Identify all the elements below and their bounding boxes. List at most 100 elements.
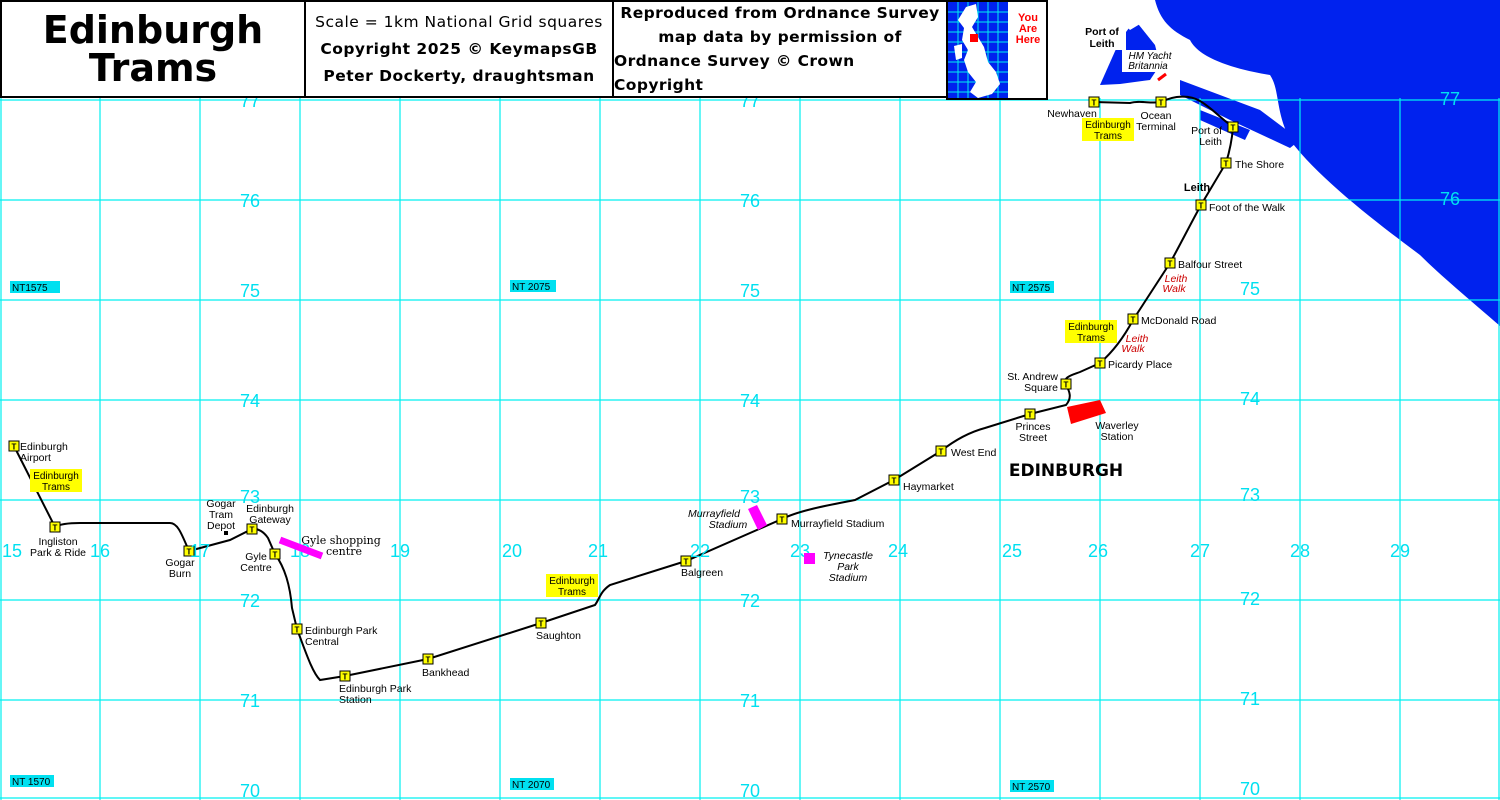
easting-label: 16 xyxy=(90,541,110,561)
tram-stop-symbol: T xyxy=(539,620,544,629)
tram-stop-symbol: T xyxy=(1168,260,1173,269)
easting-label: 27 xyxy=(1190,541,1210,561)
stop-label: Foot of the Walk xyxy=(1209,202,1286,214)
depot-label: Depot xyxy=(207,520,235,532)
stop-label: Haymarket xyxy=(903,481,954,493)
brand-label: Trams xyxy=(42,482,70,493)
tram-stop-st-andrew-square[interactable]: T xyxy=(1060,378,1072,390)
tram-stop-symbol: T xyxy=(295,626,300,635)
stop-label: Murrayfield Stadium xyxy=(791,518,885,530)
locator-inset: You Are Here xyxy=(946,0,1048,100)
stop-label: Station xyxy=(339,694,372,706)
tram-stop-balgreen[interactable]: T xyxy=(680,555,692,567)
grid-ref-label: NT 2070 xyxy=(512,780,551,791)
northing-label: 76 xyxy=(740,191,760,211)
labels-layer: 1516171819202122232425262728297776757473… xyxy=(2,24,1460,800)
grid-ref-label: NT1575 xyxy=(12,283,48,294)
leith-walk-label: Leith xyxy=(1126,333,1149,345)
grid-ref-label: NT 2575 xyxy=(1012,283,1051,294)
tram-stop-mcdonald-road[interactable]: T xyxy=(1127,313,1139,325)
northing-label: 74 xyxy=(740,391,760,411)
tram-stop-saughton[interactable]: T xyxy=(535,617,547,629)
os-credit-panel: Reproduced from Ordnance Survey map data… xyxy=(612,0,948,98)
northing-label: 75 xyxy=(740,281,760,301)
northing-label: 71 xyxy=(1240,689,1260,709)
stop-label: Princes xyxy=(1015,421,1050,433)
grid-ref-label: NT 1570 xyxy=(12,777,51,788)
stop-label: Burn xyxy=(169,568,191,580)
gyle-shopping-label: Gyle shopping xyxy=(301,534,381,547)
tram-stop-symbol: T xyxy=(1199,202,1204,211)
northing-label: 74 xyxy=(1240,389,1260,409)
leith-walk-label: Walk xyxy=(1162,283,1186,295)
tram-stop-princes-street[interactable]: T xyxy=(1024,408,1036,420)
stop-label: Square xyxy=(1024,382,1058,394)
os-line-2: map data by permission of xyxy=(658,28,902,46)
tram-stop-gyle-centre[interactable]: T xyxy=(269,548,281,560)
tram-stop-haymarket[interactable]: T xyxy=(888,474,900,486)
britannia-label-bg xyxy=(1122,50,1178,72)
stop-label: West End xyxy=(951,447,996,459)
stop-label: The Shore xyxy=(1235,159,1284,171)
brand-label: Trams xyxy=(558,587,586,598)
easting-label: 29 xyxy=(1390,541,1410,561)
tram-stop-the-shore[interactable]: T xyxy=(1220,157,1232,169)
brand-label: Trams xyxy=(1094,131,1122,142)
port-of-leith-label: Leith xyxy=(1089,38,1114,50)
tram-stop-edinburgh-park-station[interactable]: T xyxy=(339,670,351,682)
grid-ref-label: NT 2075 xyxy=(512,282,551,293)
northing-label: 71 xyxy=(240,691,260,711)
stop-label: Gogar xyxy=(165,557,195,569)
waverley-shape xyxy=(1067,400,1106,424)
title-line-2: Trams xyxy=(88,46,218,90)
grid-ref-label: NT 2570 xyxy=(1012,782,1051,793)
tram-stop-edinburgh-gateway[interactable]: T xyxy=(246,523,258,535)
stop-label: Balgreen xyxy=(681,567,723,579)
tram-stop-edinburgh-airport[interactable]: T xyxy=(8,440,20,452)
tram-stop-gogar-burn[interactable]: T xyxy=(183,545,195,557)
tram-stop-symbol: T xyxy=(250,526,255,535)
stop-label: Edinburgh Park xyxy=(305,625,378,637)
tram-stop-picardy-place[interactable]: T xyxy=(1094,357,1106,369)
tram-stop-symbol: T xyxy=(426,656,431,665)
tram-stop-ocean-terminal[interactable]: T xyxy=(1155,96,1167,108)
northing-label: 73 xyxy=(240,487,260,507)
copyright-text: Copyright 2025 © KeymapsGB xyxy=(320,39,598,58)
northing-label: 75 xyxy=(1240,279,1260,299)
tram-stop-bankhead[interactable]: T xyxy=(422,653,434,665)
port-label-bg xyxy=(1080,24,1126,50)
stop-label: Edinburgh xyxy=(246,503,294,515)
brand-label: Trams xyxy=(1077,333,1105,344)
draughtsman-text: Peter Dockerty, draughtsman xyxy=(323,67,595,86)
stop-label: St. Andrew xyxy=(1007,371,1058,383)
stop-label: Edinburgh Park xyxy=(339,683,412,695)
stop-label: Ocean xyxy=(1141,110,1172,122)
stop-label: Street xyxy=(1019,432,1047,444)
northing-label: 76 xyxy=(1440,189,1460,209)
tram-stop-ingliston[interactable]: T xyxy=(49,521,61,533)
northing-label: 73 xyxy=(740,487,760,507)
tram-stop-port-of-leith[interactable]: T xyxy=(1227,121,1239,133)
tram-stop-west-end[interactable]: T xyxy=(935,445,947,457)
northing-label: 72 xyxy=(1240,589,1260,609)
tram-stop-symbol: T xyxy=(1224,160,1229,169)
brand-label: Edinburgh xyxy=(1085,120,1131,131)
tram-stop-balfour-street[interactable]: T xyxy=(1164,257,1176,269)
tynecastle-label: Stadium xyxy=(829,572,868,584)
tram-stop-symbol: T xyxy=(1098,360,1103,369)
tram-stop-murrayfield-stadium[interactable]: T xyxy=(776,513,788,525)
tram-stop-edinburgh-park-central[interactable]: T xyxy=(291,623,303,635)
tram-stop-symbol: T xyxy=(684,558,689,567)
northing-label: 71 xyxy=(740,691,760,711)
scale-text: Scale = 1km National Grid squares xyxy=(315,12,603,31)
depot-label: Gogar xyxy=(206,498,236,510)
leith-walk-label: Leith xyxy=(1165,273,1188,285)
stop-label: Airport xyxy=(20,452,51,464)
northing-label: 70 xyxy=(1240,779,1260,799)
grid-ref-box xyxy=(1010,281,1054,293)
tram-stop-foot-of-the-walk[interactable]: T xyxy=(1195,199,1207,211)
northing-label: 77 xyxy=(1440,89,1460,109)
os-line-1: Reproduced from Ordnance Survey xyxy=(620,4,940,22)
northing-label: 70 xyxy=(240,781,260,800)
tram-stop-newhaven[interactable]: T xyxy=(1088,96,1100,108)
